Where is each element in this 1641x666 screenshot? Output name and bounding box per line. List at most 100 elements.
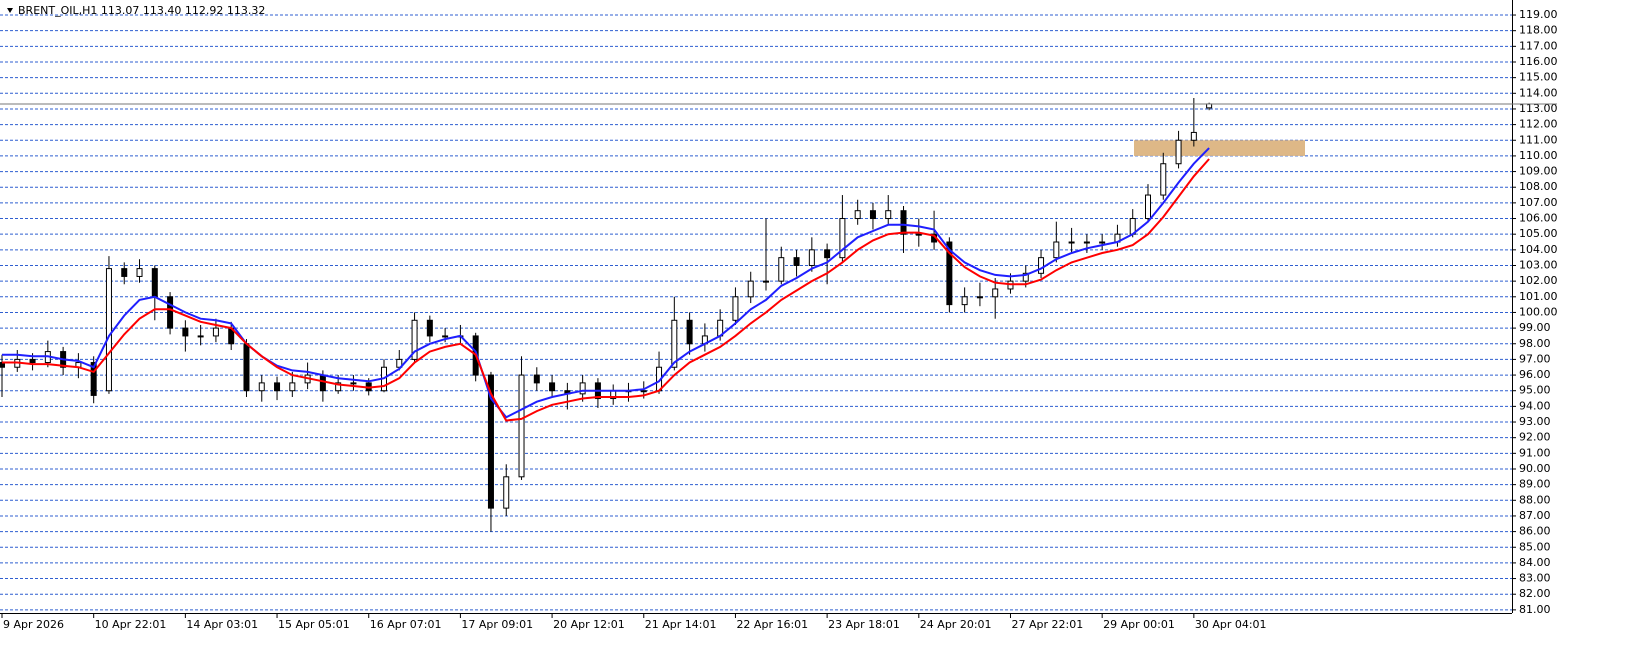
candle-body [778, 257, 785, 282]
y-tick-label: 108.00 [1519, 180, 1558, 193]
zone [1134, 140, 1305, 156]
candle-body [640, 390, 647, 393]
candle-body [487, 374, 494, 509]
candle-body [869, 210, 876, 220]
y-tick-label: 96.00 [1519, 368, 1551, 381]
y-tick-label: 84.00 [1519, 556, 1551, 569]
candle-body [1022, 272, 1029, 282]
y-tick-label: 95.00 [1519, 384, 1551, 397]
y-tick-label: 85.00 [1519, 540, 1551, 553]
candle-body [1190, 131, 1197, 141]
y-tick-label: 88.00 [1519, 493, 1551, 506]
y-tick-label: 100.00 [1519, 305, 1558, 318]
x-tick-label: 15 Apr 05:01 [278, 618, 350, 631]
candle-body [1145, 194, 1151, 220]
x-tick-label: 17 Apr 09:01 [461, 618, 533, 631]
y-tick-label: 86.00 [1519, 525, 1551, 538]
x-tick-label: 29 Apr 00:01 [1103, 618, 1175, 631]
y-tick-label: 111.00 [1519, 133, 1558, 146]
y-tick-label: 106.00 [1519, 212, 1558, 225]
candle-body [793, 257, 800, 266]
y-tick-label: 98.00 [1519, 337, 1551, 350]
candle-body [686, 319, 693, 345]
candle-body [136, 268, 143, 277]
x-tick-label: 23 Apr 18:01 [828, 618, 900, 631]
x-tick-label: 14 Apr 03:01 [186, 618, 258, 631]
y-tick-label: 105.00 [1519, 227, 1558, 240]
candle-body [1053, 241, 1060, 259]
candle-body [243, 343, 250, 392]
candle-body [900, 210, 907, 235]
y-tick-label: 104.00 [1519, 243, 1558, 256]
collapse-arrow[interactable] [7, 8, 13, 13]
candle-body [518, 374, 525, 478]
x-tick-label: 9 Apr 2026 [3, 618, 64, 631]
candle-body [732, 296, 739, 321]
y-tick-label: 109.00 [1519, 165, 1558, 178]
y-tick-label: 114.00 [1519, 86, 1558, 99]
candle-body [151, 268, 158, 298]
candle-body [396, 358, 403, 368]
candle-body [289, 382, 296, 392]
candle-body [1099, 241, 1106, 244]
candle-body [976, 296, 983, 299]
candle-body [1083, 241, 1090, 244]
y-tick-label: 113.00 [1519, 102, 1558, 115]
candle-body [411, 319, 418, 360]
candle-body [121, 268, 128, 277]
candle-body [105, 268, 112, 392]
y-tick-label: 110.00 [1519, 149, 1558, 162]
candle-body [549, 382, 556, 392]
y-tick-label: 82.00 [1519, 587, 1551, 600]
candle-body [1175, 139, 1182, 165]
candle-body [992, 288, 999, 298]
candle-body [258, 382, 265, 392]
candle-body [1160, 163, 1167, 196]
y-tick-label: 92.00 [1519, 431, 1551, 444]
y-tick-label: 81.00 [1519, 603, 1551, 616]
candle-body [747, 280, 754, 298]
x-tick-label: 30 Apr 04:01 [1195, 618, 1267, 631]
y-tick-label: 94.00 [1519, 399, 1551, 412]
x-tick-label: 27 Apr 22:01 [1011, 618, 1083, 631]
candle-body [182, 327, 189, 337]
candle-body [839, 218, 846, 259]
candle-body [197, 335, 204, 338]
x-tick-label: 20 Apr 12:01 [553, 618, 625, 631]
y-tick-label: 91.00 [1519, 446, 1551, 459]
candle-body [350, 382, 357, 385]
candle-body [946, 241, 953, 306]
y-tick-label: 83.00 [1519, 572, 1551, 585]
y-tick-label: 115.00 [1519, 71, 1558, 84]
candle-body [579, 382, 586, 395]
candle-body [671, 319, 678, 368]
y-tick-label: 116.00 [1519, 55, 1558, 68]
x-tick-label: 16 Apr 07:01 [370, 618, 442, 631]
y-tick-label: 87.00 [1519, 509, 1551, 522]
candle-body [961, 296, 968, 306]
candle-body [915, 233, 922, 236]
candle-body [1206, 103, 1213, 109]
candle-body [503, 476, 510, 509]
x-tick-label: 10 Apr 22:01 [95, 618, 167, 631]
candle-body [319, 374, 326, 392]
x-tick-label: 22 Apr 16:01 [736, 618, 808, 631]
y-tick-label: 112.00 [1519, 118, 1558, 131]
candle-body [885, 210, 892, 220]
candle-body [854, 210, 861, 220]
candle-body [167, 296, 174, 329]
y-tick-label: 107.00 [1519, 196, 1558, 209]
candle-body [442, 335, 449, 338]
x-tick-label: 21 Apr 14:01 [645, 618, 717, 631]
y-tick-label: 118.00 [1519, 24, 1558, 37]
y-tick-label: 99.00 [1519, 321, 1551, 334]
y-tick-label: 89.00 [1519, 478, 1551, 491]
y-tick-label: 103.00 [1519, 258, 1558, 271]
y-tick-label: 119.00 [1519, 8, 1558, 21]
y-tick-label: 93.00 [1519, 415, 1551, 428]
candle-body [426, 319, 433, 337]
candle-body [212, 327, 219, 337]
candle-body [90, 362, 97, 396]
